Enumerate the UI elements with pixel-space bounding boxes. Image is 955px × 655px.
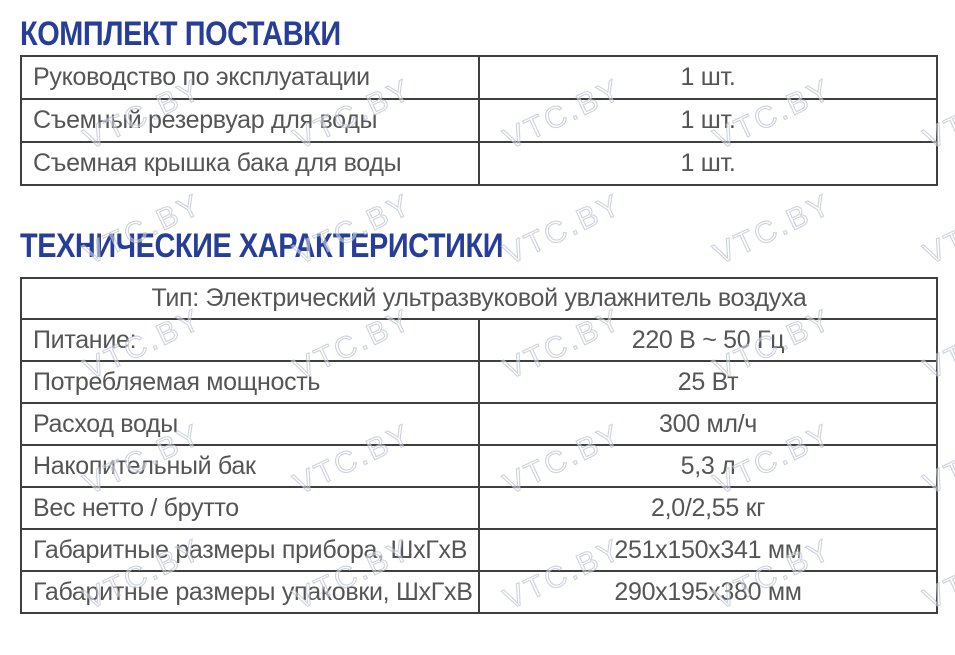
watermark-text: VTC.BY (498, 187, 628, 272)
table-row: Накопительный бак 5,3 л (20, 444, 938, 488)
spec-value-cell: 251x150x341 мм (478, 528, 938, 572)
spec-value-cell: 25 Вт (478, 360, 938, 404)
spec-label-cell: Накопительный бак (20, 444, 480, 488)
delivery-set-title: КОМПЛЕКТ ПОСТАВКИ (20, 15, 341, 53)
tech-specs-title: ТЕХНИЧЕСКИЕ ХАРАКТЕРИСТИКИ (20, 227, 504, 265)
spec-value-cell: 5,3 л (478, 444, 938, 488)
table-row: Руководство по эксплуатации 1 шт. (20, 55, 938, 100)
spec-label-cell: Съемная крышка бака для воды (20, 141, 480, 186)
spec-label-cell: Потребляемая мощность (20, 360, 480, 404)
spec-value-cell: 2,0/2,55 кг (478, 486, 938, 530)
table-header-row: Тип: Электрический ультразвуковой увлажн… (20, 277, 938, 320)
spec-label-cell: Габаритные размеры прибора, ШхГхВ (20, 528, 480, 572)
table-row: Расход воды 300 мл/ч (20, 402, 938, 446)
tech-specs-table: Тип: Электрический ультразвуковой увлажн… (20, 277, 938, 614)
table-row: Потребляемая мощность 25 Вт (20, 360, 938, 404)
spec-value-cell: 300 мл/ч (478, 402, 938, 446)
type-header-cell: Тип: Электрический ультразвуковой увлажн… (20, 277, 938, 320)
watermark-text: VTC.BY (918, 187, 955, 272)
spec-value-cell: 1 шт. (478, 98, 938, 143)
spec-label-cell: Расход воды (20, 402, 480, 446)
spec-value-cell: 290x195x380 мм (478, 570, 938, 614)
table-row: Габаритные размеры упаковки, ШхГхВ 290x1… (20, 570, 938, 614)
table-row: Питание: 220 В ~ 50 Гц (20, 318, 938, 362)
table-row: Вес нетто / брутто 2,0/2,55 кг (20, 486, 938, 530)
spec-value-cell: 220 В ~ 50 Гц (478, 318, 938, 362)
watermark-text: VTC.BY (708, 187, 838, 272)
spec-label-cell: Вес нетто / брутто (20, 486, 480, 530)
spec-label-cell: Питание: (20, 318, 480, 362)
table-row: Габаритные размеры прибора, ШхГхВ 251x15… (20, 528, 938, 572)
spec-label-cell: Руководство по эксплуатации (20, 55, 480, 100)
spec-label-cell: Габаритные размеры упаковки, ШхГхВ (20, 570, 480, 614)
spec-value-cell: 1 шт. (478, 141, 938, 186)
spec-label-cell: Съемный резервуар для воды (20, 98, 480, 143)
table-row: Съемная крышка бака для воды 1 шт. (20, 141, 938, 186)
delivery-set-table: Руководство по эксплуатации 1 шт. Съемны… (20, 55, 938, 186)
spec-value-cell: 1 шт. (478, 55, 938, 100)
table-row: Съемный резервуар для воды 1 шт. (20, 98, 938, 143)
